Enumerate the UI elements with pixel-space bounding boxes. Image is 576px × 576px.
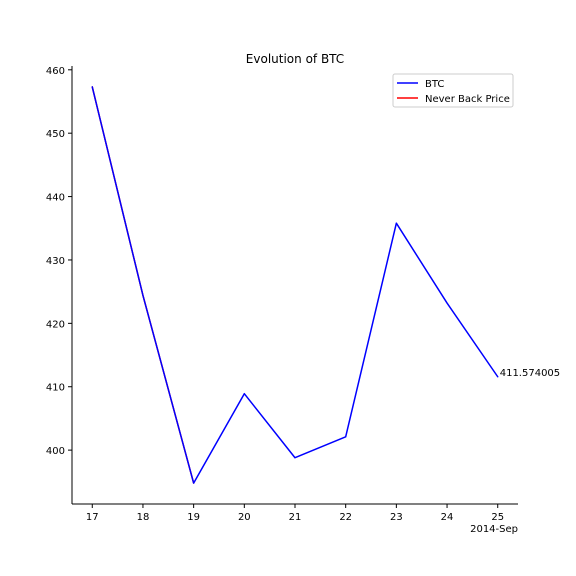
legend-label: Never Back Price [425, 94, 510, 105]
x-tick-label: 20 [238, 512, 251, 523]
btc-series-line [91, 86, 499, 484]
y-tick-label: 430 [46, 256, 65, 267]
x-tick-label: 25 [491, 512, 504, 523]
last-value-annotation: 411.574005 [500, 368, 560, 379]
x-tick-label: 19 [187, 512, 200, 523]
legend-box [392, 73, 514, 108]
y-axis-ticks: 400 410 420 430 440 450 460 [46, 66, 72, 457]
x-tick-label: 21 [289, 512, 302, 523]
y-tick-label: 410 [46, 383, 65, 394]
legend-label: BTC [425, 79, 444, 90]
legend-items: BTC Never Back Price [397, 79, 510, 105]
y-tick-label: 420 [46, 319, 65, 330]
x-tick-label: 17 [86, 512, 99, 523]
y-tick-label: 400 [46, 446, 65, 457]
x-tick-label: 18 [137, 512, 150, 523]
x-tick-label: 22 [339, 512, 352, 523]
x-tick-label: 24 [441, 512, 454, 523]
chart-legend: BTC Never Back Price [392, 73, 514, 108]
x-axis-offset-label: 2014-Sep [470, 524, 518, 535]
y-tick-label: 460 [46, 66, 65, 77]
chart-title: Evolution of BTC [246, 52, 344, 66]
y-tick-label: 440 [46, 193, 65, 204]
y-tick-label: 450 [46, 129, 65, 140]
x-tick-label: 23 [390, 512, 403, 523]
x-axis-ticks: 17 18 19 20 21 22 23 24 25 [86, 504, 504, 523]
chart-axes [71, 66, 518, 505]
series-layer [91, 86, 499, 484]
